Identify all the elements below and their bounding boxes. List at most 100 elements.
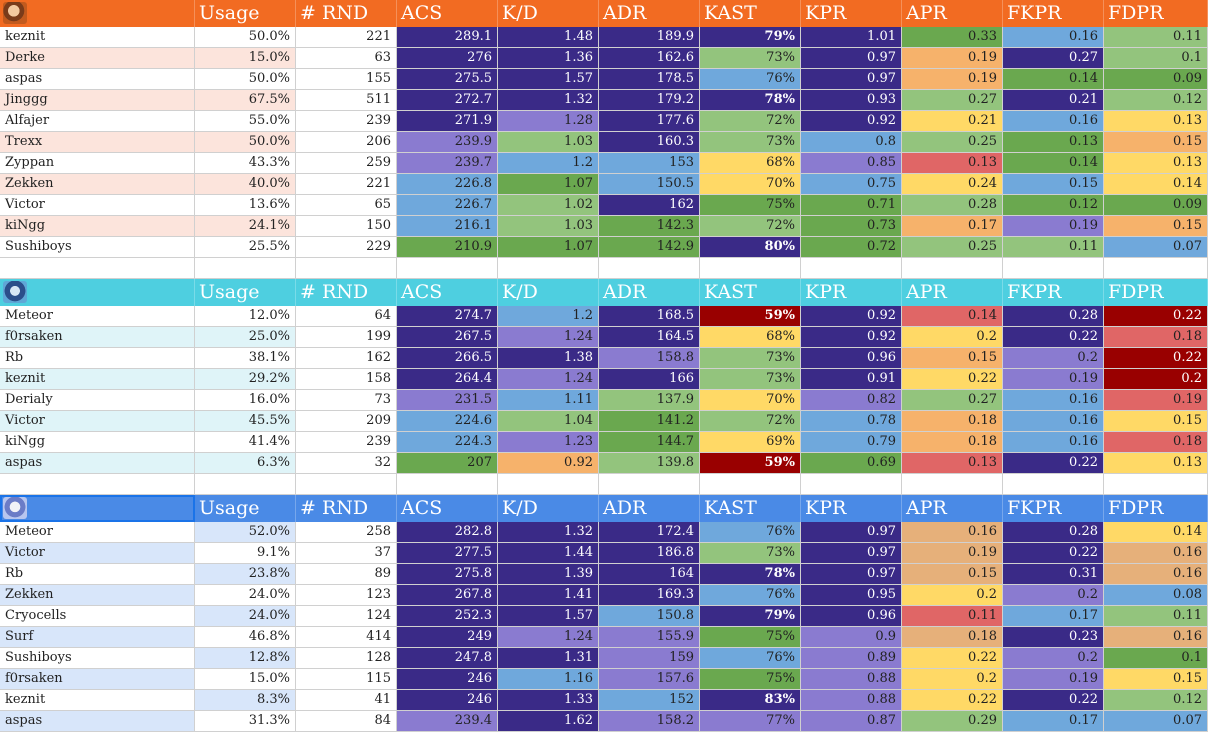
adr-cell[interactable]: 153 — [599, 153, 700, 174]
kd-cell[interactable]: 0.92 — [498, 453, 599, 474]
fdpr-cell[interactable]: 0.22 — [1104, 306, 1208, 327]
empty-cell[interactable] — [1003, 474, 1104, 495]
kast-cell[interactable]: 68% — [700, 327, 801, 348]
apr-cell[interactable]: 0.29 — [902, 711, 1003, 732]
kd-cell[interactable]: 1.07 — [498, 237, 599, 258]
apr-cell[interactable]: 0.18 — [902, 411, 1003, 432]
kpr-cell[interactable]: 0.97 — [801, 564, 902, 585]
rnd-cell[interactable]: 115 — [296, 669, 397, 690]
fkpr-cell[interactable]: 0.11 — [1003, 237, 1104, 258]
kpr-cell[interactable]: 0.71 — [801, 195, 902, 216]
player-name-cell[interactable]: kiNgg — [0, 216, 195, 237]
rnd-cell[interactable]: 41 — [296, 690, 397, 711]
adr-cell[interactable]: 137.9 — [599, 390, 700, 411]
player-name-cell[interactable]: f0rsaken — [0, 327, 195, 348]
fdpr-cell[interactable]: 0.13 — [1104, 453, 1208, 474]
adr-cell[interactable]: 166 — [599, 369, 700, 390]
kd-cell[interactable]: 1.41 — [498, 585, 599, 606]
kast-cell[interactable]: 69% — [700, 432, 801, 453]
usage-cell[interactable]: 24.0% — [195, 585, 296, 606]
kd-cell[interactable]: 1.03 — [498, 132, 599, 153]
empty-cell[interactable] — [498, 258, 599, 279]
kpr-cell[interactable]: 0.97 — [801, 522, 902, 543]
rnd-cell[interactable]: 128 — [296, 648, 397, 669]
empty-cell[interactable] — [801, 474, 902, 495]
fkpr-cell[interactable]: 0.15 — [1003, 174, 1104, 195]
player-name-cell[interactable]: aspas — [0, 453, 195, 474]
kast-cell[interactable]: 76% — [700, 69, 801, 90]
kpr-cell[interactable]: 0.93 — [801, 90, 902, 111]
adr-cell[interactable]: 179.2 — [599, 90, 700, 111]
acs-cell[interactable]: 246 — [397, 690, 498, 711]
column-header-acs[interactable]: ACS — [397, 279, 498, 306]
player-name-cell[interactable]: Trexx — [0, 132, 195, 153]
adr-cell[interactable]: 160.3 — [599, 132, 700, 153]
empty-cell[interactable] — [397, 258, 498, 279]
kast-cell[interactable]: 72% — [700, 411, 801, 432]
kast-cell[interactable]: 75% — [700, 669, 801, 690]
kast-cell[interactable]: 78% — [700, 564, 801, 585]
kd-cell[interactable]: 1.2 — [498, 153, 599, 174]
acs-cell[interactable]: 289.1 — [397, 27, 498, 48]
acs-cell[interactable]: 266.5 — [397, 348, 498, 369]
rnd-cell[interactable]: 123 — [296, 585, 397, 606]
column-header-fkpr[interactable]: FKPR — [1003, 279, 1104, 306]
apr-cell[interactable]: 0.18 — [902, 627, 1003, 648]
adr-cell[interactable]: 158.8 — [599, 348, 700, 369]
apr-cell[interactable]: 0.22 — [902, 369, 1003, 390]
empty-cell[interactable] — [0, 258, 195, 279]
rnd-cell[interactable]: 65 — [296, 195, 397, 216]
acs-cell[interactable]: 252.3 — [397, 606, 498, 627]
fdpr-cell[interactable]: 0.11 — [1104, 606, 1208, 627]
kpr-cell[interactable]: 0.91 — [801, 369, 902, 390]
usage-cell[interactable]: 41.4% — [195, 432, 296, 453]
adr-cell[interactable]: 158.2 — [599, 711, 700, 732]
kd-cell[interactable]: 1.16 — [498, 669, 599, 690]
acs-cell[interactable]: 231.5 — [397, 390, 498, 411]
apr-cell[interactable]: 0.17 — [902, 216, 1003, 237]
fkpr-cell[interactable]: 0.2 — [1003, 348, 1104, 369]
fdpr-cell[interactable]: 0.12 — [1104, 90, 1208, 111]
column-header-fdpr[interactable]: FDPR — [1104, 0, 1208, 27]
kpr-cell[interactable]: 0.92 — [801, 327, 902, 348]
kpr-cell[interactable]: 0.97 — [801, 48, 902, 69]
kd-cell[interactable]: 1.23 — [498, 432, 599, 453]
apr-cell[interactable]: 0.24 — [902, 174, 1003, 195]
usage-cell[interactable]: 29.2% — [195, 369, 296, 390]
kast-cell[interactable]: 79% — [700, 606, 801, 627]
fkpr-cell[interactable]: 0.16 — [1003, 27, 1104, 48]
rnd-cell[interactable]: 158 — [296, 369, 397, 390]
fdpr-cell[interactable]: 0.09 — [1104, 195, 1208, 216]
kpr-cell[interactable]: 0.92 — [801, 306, 902, 327]
acs-cell[interactable]: 271.9 — [397, 111, 498, 132]
column-header-kpr[interactable]: KPR — [801, 279, 902, 306]
usage-cell[interactable]: 52.0% — [195, 522, 296, 543]
column-header-kast[interactable]: KAST — [700, 0, 801, 27]
acs-cell[interactable]: 275.8 — [397, 564, 498, 585]
usage-cell[interactable]: 12.0% — [195, 306, 296, 327]
empty-cell[interactable] — [296, 474, 397, 495]
kast-cell[interactable]: 73% — [700, 543, 801, 564]
fkpr-cell[interactable]: 0.23 — [1003, 627, 1104, 648]
fkpr-cell[interactable]: 0.28 — [1003, 306, 1104, 327]
fkpr-cell[interactable]: 0.19 — [1003, 669, 1104, 690]
kpr-cell[interactable]: 0.73 — [801, 216, 902, 237]
agent-header-cell[interactable] — [0, 495, 195, 522]
column-header-kd[interactable]: K/D — [498, 279, 599, 306]
usage-cell[interactable]: 16.0% — [195, 390, 296, 411]
usage-cell[interactable]: 24.1% — [195, 216, 296, 237]
fdpr-cell[interactable]: 0.16 — [1104, 627, 1208, 648]
kast-cell[interactable]: 75% — [700, 195, 801, 216]
adr-cell[interactable]: 150.8 — [599, 606, 700, 627]
fkpr-cell[interactable]: 0.27 — [1003, 48, 1104, 69]
kpr-cell[interactable]: 0.88 — [801, 690, 902, 711]
player-name-cell[interactable]: Meteor — [0, 522, 195, 543]
rnd-cell[interactable]: 258 — [296, 522, 397, 543]
usage-cell[interactable]: 45.5% — [195, 411, 296, 432]
empty-cell[interactable] — [296, 258, 397, 279]
player-name-cell[interactable]: aspas — [0, 69, 195, 90]
player-name-cell[interactable]: Alfajer — [0, 111, 195, 132]
acs-cell[interactable]: 239.9 — [397, 132, 498, 153]
empty-cell[interactable] — [902, 258, 1003, 279]
adr-cell[interactable]: 177.6 — [599, 111, 700, 132]
